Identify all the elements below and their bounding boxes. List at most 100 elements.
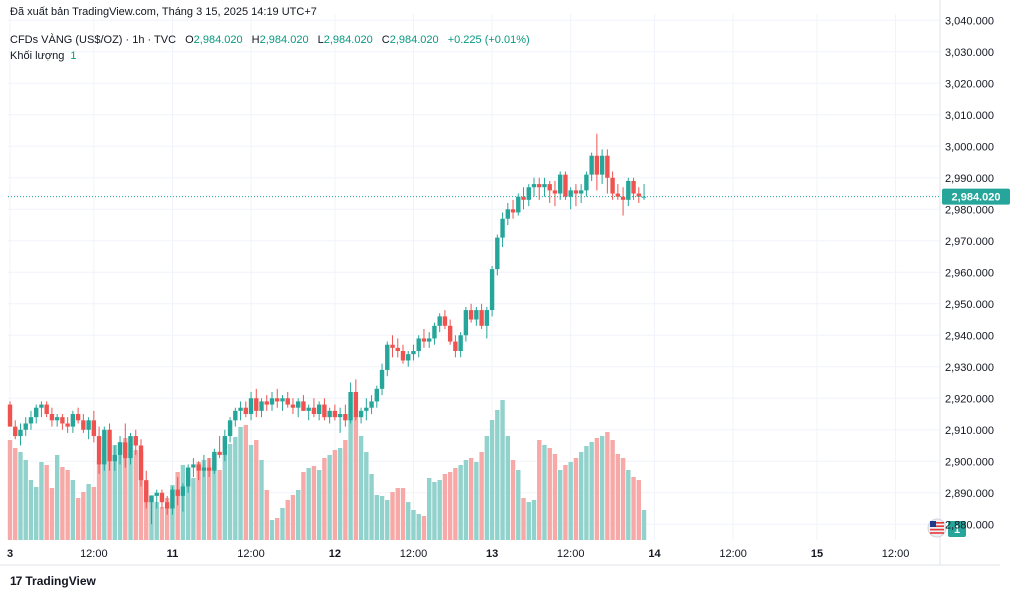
symbol-legend: CFDs VÀNG (US$/OZ) · 1h · TVC O2,984.020… — [10, 34, 530, 46]
volume-bar — [594, 438, 600, 540]
volume-bar — [275, 518, 280, 540]
flag-badge-group: 1 — [927, 518, 966, 538]
x-tick-label: 12:00 — [400, 548, 428, 560]
candle-body — [615, 193, 621, 197]
volume-bar — [238, 427, 243, 540]
candle-body — [269, 398, 275, 405]
candle-body — [537, 184, 542, 188]
price-axis[interactable]: 3,040.000 3,030.000 3,020.000 3,010.000 3,00… — [945, 15, 994, 531]
candle-body — [112, 454, 117, 462]
volume-bar — [112, 445, 117, 540]
volume-bar — [416, 514, 421, 540]
close-label: C — [381, 34, 390, 46]
high-value: 2,984.020 — [259, 34, 309, 46]
volume-bar — [201, 460, 207, 540]
candle-body — [631, 180, 636, 194]
x-tick-label: 12:00 — [882, 548, 910, 560]
volume-bar — [353, 416, 359, 540]
candle-body — [254, 398, 259, 411]
candle-body — [227, 420, 233, 437]
candle-body — [605, 155, 610, 178]
candle-body — [458, 335, 463, 352]
candle-body — [348, 391, 353, 421]
candle-body — [311, 407, 317, 415]
volume-bar — [563, 465, 568, 540]
volume-bar — [589, 442, 594, 540]
volume-bar — [254, 440, 259, 540]
candle-body — [343, 414, 348, 421]
candle-body — [306, 407, 311, 411]
last-price-line: 2,984.020 1 — [8, 188, 1010, 538]
flag-canton — [930, 521, 936, 527]
y-tick-label: 2,960.000 — [945, 267, 994, 279]
volume-bar — [280, 508, 285, 540]
candle-body — [138, 445, 144, 481]
volume-bar — [573, 458, 579, 540]
volume-bar — [458, 465, 463, 540]
volume-bar — [526, 502, 531, 540]
volume-bar — [437, 480, 442, 540]
volume-bar — [96, 460, 102, 540]
x-tick-label: 14 — [648, 548, 661, 560]
volume-bar — [13, 448, 18, 540]
volume-bar — [521, 498, 526, 540]
volume-bar — [568, 462, 573, 540]
candle-body — [128, 436, 133, 459]
y-tick-label: 2,940.000 — [945, 330, 994, 342]
tradingview-brand[interactable]: 17 TradingView — [10, 574, 96, 588]
volume-label[interactable]: Khối lượng — [10, 50, 65, 62]
volume-bar — [70, 480, 76, 540]
volume-bar — [191, 478, 196, 540]
volume-bar — [23, 460, 28, 540]
candle-body — [379, 369, 385, 389]
candle-body — [81, 420, 86, 430]
volume-bar — [343, 440, 348, 540]
volume-bar — [379, 496, 385, 540]
volume-bar — [631, 477, 636, 540]
candle-body — [489, 269, 495, 311]
candle-body — [206, 467, 212, 471]
candle-body — [243, 407, 248, 415]
candle-body — [500, 218, 505, 238]
candle-body — [201, 467, 207, 471]
candle-body — [332, 410, 338, 418]
x-tick-label: 12:00 — [719, 548, 747, 560]
candle-body — [49, 414, 55, 421]
y-tick-label: 2,910.000 — [945, 425, 994, 437]
x-tick-label: 12:00 — [557, 548, 585, 560]
candle-body — [411, 351, 416, 355]
symbol-title[interactable]: CFDs VÀNG (US$/OZ) · 1h · TVC — [10, 34, 177, 46]
candle-body — [144, 480, 149, 503]
y-tick-label: 3,000.000 — [945, 141, 994, 153]
x-tick-label: 12 — [329, 548, 341, 560]
volume-bar — [60, 467, 65, 540]
candle-body — [589, 155, 594, 175]
volume-bar — [107, 440, 112, 540]
candle-body — [594, 155, 600, 175]
volume-bar — [175, 472, 180, 540]
candle-body — [264, 401, 269, 405]
candle-body — [374, 388, 379, 402]
candle-body — [54, 417, 60, 421]
candlestick-series[interactable] — [7, 133, 647, 525]
candle-body — [463, 310, 469, 336]
x-tick-label: 11 — [167, 548, 179, 560]
candle-body — [447, 325, 453, 342]
volume-bar — [610, 440, 615, 540]
volume-bar — [453, 468, 458, 540]
candle-body — [301, 401, 306, 411]
low-label: L — [317, 34, 324, 46]
volume-bar — [49, 488, 55, 540]
candle-body — [233, 410, 238, 421]
candle-body — [91, 420, 97, 437]
time-axis[interactable]: 3 12:00 11 12:00 12 12:00 13 12:00 14 12:00 15 12:0… — [7, 548, 909, 560]
y-tick-label: 2,970.000 — [945, 236, 994, 248]
volume-bar — [468, 458, 474, 540]
y-tick-label: 3,010.000 — [945, 110, 994, 122]
volume-bar — [432, 482, 437, 540]
volume-bar — [484, 436, 490, 540]
volume-bar — [385, 500, 390, 540]
volume-bar — [447, 472, 453, 540]
candle-body — [275, 398, 280, 402]
